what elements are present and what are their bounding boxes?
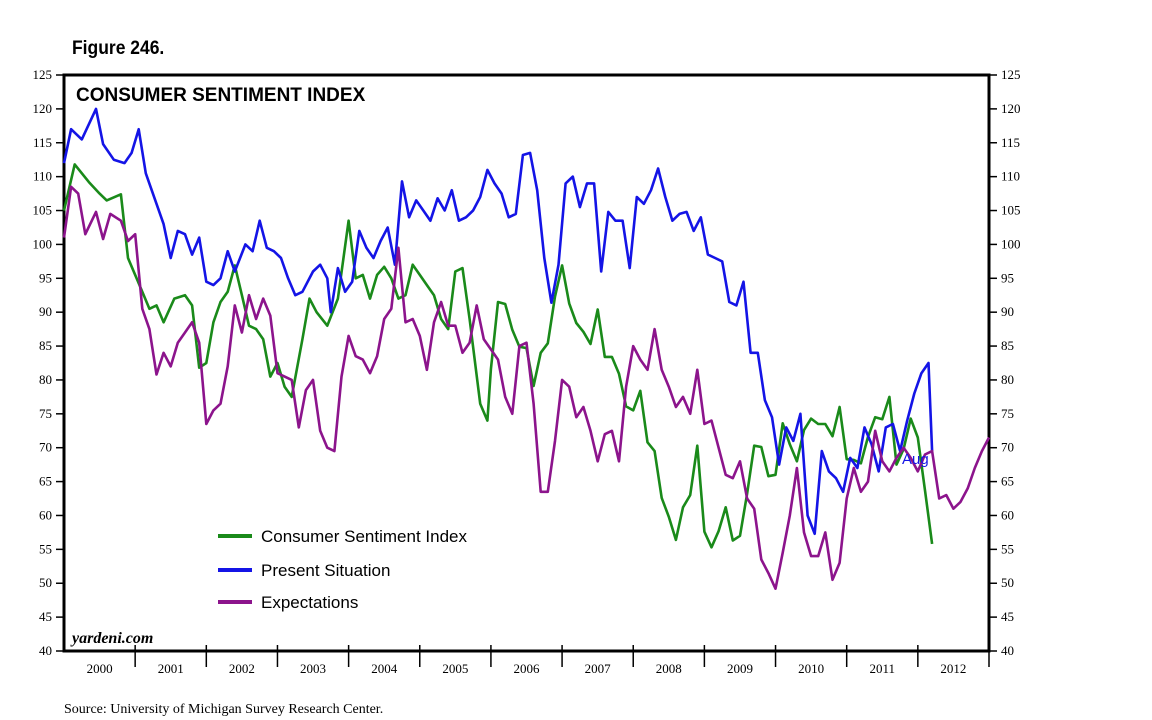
y-tick-label-left: 80 <box>39 372 52 387</box>
y-tick-label-right: 120 <box>1001 101 1021 116</box>
x-axis: 2000 2001 2002 2003 2004 2005 2006 2007 2008 2009… <box>87 645 990 676</box>
plot-frame <box>62 73 991 653</box>
x-tick-label: 2009 <box>727 661 753 676</box>
y-tick-label-left: 75 <box>39 406 52 421</box>
y-tick-label-left: 70 <box>39 440 52 455</box>
x-tick-label: 2010 <box>798 661 824 676</box>
chart-title: CONSUMER SENTIMENT INDEX <box>76 85 366 106</box>
x-tick-label: 2006 <box>514 661 541 676</box>
x-tick-label: 2008 <box>656 661 682 676</box>
y-tick-label-right: 70 <box>1001 440 1014 455</box>
y-tick-label-left: 125 <box>33 67 53 82</box>
y-tick-label-left: 85 <box>39 338 52 353</box>
x-tick-label: 2003 <box>300 661 326 676</box>
legend: Consumer Sentiment Index Present Situati… <box>218 527 467 612</box>
x-tick-label: 2000 <box>87 661 113 676</box>
end-annotation: Aug <box>902 451 929 468</box>
y-tick-label-left: 40 <box>39 643 52 658</box>
x-tick-label: 2011 <box>870 661 896 676</box>
y-tick-label-left: 120 <box>33 101 53 116</box>
y-tick-label-left: 50 <box>39 575 52 590</box>
y-tick-label-right: 40 <box>1001 643 1014 658</box>
x-tick-label: 2004 <box>371 661 398 676</box>
source-note: Source: University of Michigan Survey Re… <box>64 702 384 717</box>
y-tick-label-right: 105 <box>1001 203 1021 218</box>
y-tick-label-right: 50 <box>1001 575 1014 590</box>
series-line-2 <box>62 107 934 536</box>
y-tick-label-right: 95 <box>1001 270 1014 285</box>
legend-label-expectations: Expectations <box>261 593 358 612</box>
y-tick-label-right: 65 <box>1001 474 1014 489</box>
x-tick-label: 2001 <box>158 661 184 676</box>
watermark: yardeni.com <box>70 630 153 647</box>
x-tick-label: 2005 <box>442 661 468 676</box>
figure-label: Figure 246. <box>72 38 165 59</box>
y-tick-label-right: 85 <box>1001 338 1014 353</box>
y-axis-right: 40 45 50 55 60 65 70 75 80 85 90 95 100 105 110 115 120 1… <box>989 67 1021 658</box>
y-tick-label-right: 90 <box>1001 304 1014 319</box>
y-tick-label-left: 115 <box>33 135 52 150</box>
y-tick-label-right: 125 <box>1001 67 1021 82</box>
y-tick-label-right: 75 <box>1001 406 1014 421</box>
y-tick-label-right: 110 <box>1001 169 1020 184</box>
y-tick-label-left: 65 <box>39 474 52 489</box>
y-tick-label-right: 60 <box>1001 507 1014 522</box>
y-tick-label-left: 45 <box>39 609 52 624</box>
y-tick-label-right: 55 <box>1001 541 1014 556</box>
x-tick-label: 2012 <box>940 661 966 676</box>
legend-label-csi: Consumer Sentiment Index <box>261 527 467 546</box>
y-tick-label-left: 100 <box>33 236 53 251</box>
y-tick-label-left: 110 <box>33 169 52 184</box>
y-tick-label-left: 60 <box>39 507 52 522</box>
y-tick-label-left: 105 <box>33 203 53 218</box>
y-tick-label-right: 100 <box>1001 236 1021 251</box>
x-tick-label: 2007 <box>585 661 612 676</box>
legend-label-present: Present Situation <box>261 561 390 580</box>
x-tick-label: 2002 <box>229 661 255 676</box>
series-lines <box>62 107 991 590</box>
y-tick-label-left: 55 <box>39 541 52 556</box>
y-tick-label-left: 90 <box>39 304 52 319</box>
y-tick-label-right: 80 <box>1001 372 1014 387</box>
series-line-3 <box>62 185 991 590</box>
y-tick-label-right: 45 <box>1001 609 1014 624</box>
y-tick-label-right: 115 <box>1001 135 1020 150</box>
y-tick-label-left: 95 <box>39 270 52 285</box>
y-axis-left: 40 45 50 55 60 65 70 75 80 85 90 95 100 105 110 115 120 1… <box>33 67 64 658</box>
